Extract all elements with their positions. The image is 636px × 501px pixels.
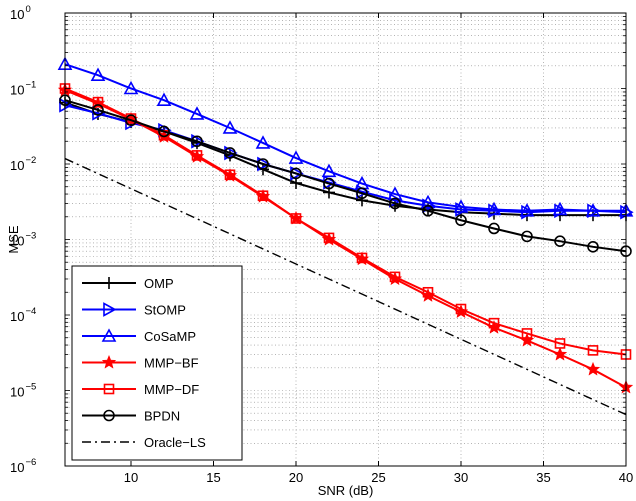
legend-label: StOMP — [144, 303, 186, 318]
data-point — [356, 252, 368, 264]
data-point — [554, 338, 566, 349]
data-point — [255, 135, 271, 149]
data-point — [552, 346, 568, 361]
x-tick-label: 25 — [371, 470, 385, 485]
data-point — [356, 194, 368, 207]
legend-entry: CoSaMP — [82, 328, 196, 344]
series-line — [64, 157, 627, 416]
x-tick-label: 30 — [454, 470, 468, 485]
data-point — [257, 190, 269, 202]
data-point — [191, 150, 203, 161]
data-point — [519, 203, 535, 217]
data-point — [389, 271, 401, 283]
legend-entry: StOMP — [82, 302, 186, 318]
legend-marker — [101, 328, 117, 342]
data-point — [488, 317, 500, 329]
data-point — [92, 104, 104, 116]
x-tick-label: 15 — [206, 470, 220, 485]
data-point — [224, 147, 236, 159]
data-point — [125, 114, 137, 127]
data-point — [453, 199, 469, 213]
data-point — [585, 361, 601, 376]
series-line — [64, 89, 627, 389]
data-point — [587, 241, 599, 253]
data-point — [521, 328, 533, 339]
data-point — [323, 177, 335, 190]
data-point — [420, 194, 436, 209]
legend-marker — [101, 354, 117, 369]
data-point — [455, 303, 467, 315]
legend-entry: OMP — [82, 276, 174, 291]
data-point — [156, 92, 172, 106]
data-point — [552, 201, 568, 216]
x-tick-label: 10 — [124, 470, 138, 485]
data-point — [123, 80, 139, 95]
legend-label: MMP−BF — [144, 356, 199, 371]
legend-entry: MMP−BF — [82, 354, 199, 371]
x-tick-label: 35 — [536, 470, 550, 485]
legend-entry: MMP−DF — [82, 382, 199, 397]
y-axis-label: MSE — [6, 225, 21, 254]
data-point — [321, 163, 337, 178]
legend-entry: BPDN — [82, 409, 180, 424]
data-point — [389, 197, 401, 210]
x-tick-label: 40 — [619, 470, 633, 485]
data-point — [455, 214, 467, 227]
legend-marker — [103, 277, 115, 289]
legend-entry: Oracle−LS — [82, 435, 206, 450]
data-point — [158, 125, 170, 138]
x-axis-label: SNR (dB) — [318, 483, 374, 498]
data-point — [288, 150, 304, 164]
legend-label: BPDN — [144, 409, 180, 424]
legend-label: OMP — [144, 276, 174, 291]
series-line — [64, 63, 626, 212]
data-point — [585, 203, 601, 217]
data-point — [521, 230, 533, 243]
data-point — [587, 345, 599, 356]
legend-label: CoSaMP — [144, 329, 196, 344]
series-Oracle−LS — [64, 157, 627, 416]
data-point — [422, 286, 434, 298]
data-point — [222, 120, 238, 134]
data-point — [488, 222, 500, 235]
data-point — [290, 167, 302, 180]
data-point — [257, 158, 269, 170]
data-point — [290, 213, 302, 224]
data-point — [92, 96, 104, 108]
series-MMP−DF — [59, 83, 632, 360]
legend-label: MMP−DF — [144, 382, 199, 397]
data-point — [486, 201, 502, 216]
data-point — [191, 135, 203, 148]
legend-label: Oracle−LS — [144, 435, 206, 450]
legend-marker — [103, 302, 117, 317]
x-tick-label: 20 — [289, 470, 303, 485]
legend: OMP StOMP CoSaMP MMP−BF MMP−DF BPDN Oracle−LS — [71, 265, 243, 461]
data-point — [224, 169, 236, 181]
data-point — [422, 204, 434, 217]
data-point — [356, 187, 368, 200]
legend-marker — [103, 409, 115, 422]
data-point — [554, 235, 566, 247]
data-point — [90, 67, 106, 82]
data-point — [323, 232, 335, 244]
data-point — [189, 106, 205, 120]
legend-marker — [103, 383, 115, 395]
